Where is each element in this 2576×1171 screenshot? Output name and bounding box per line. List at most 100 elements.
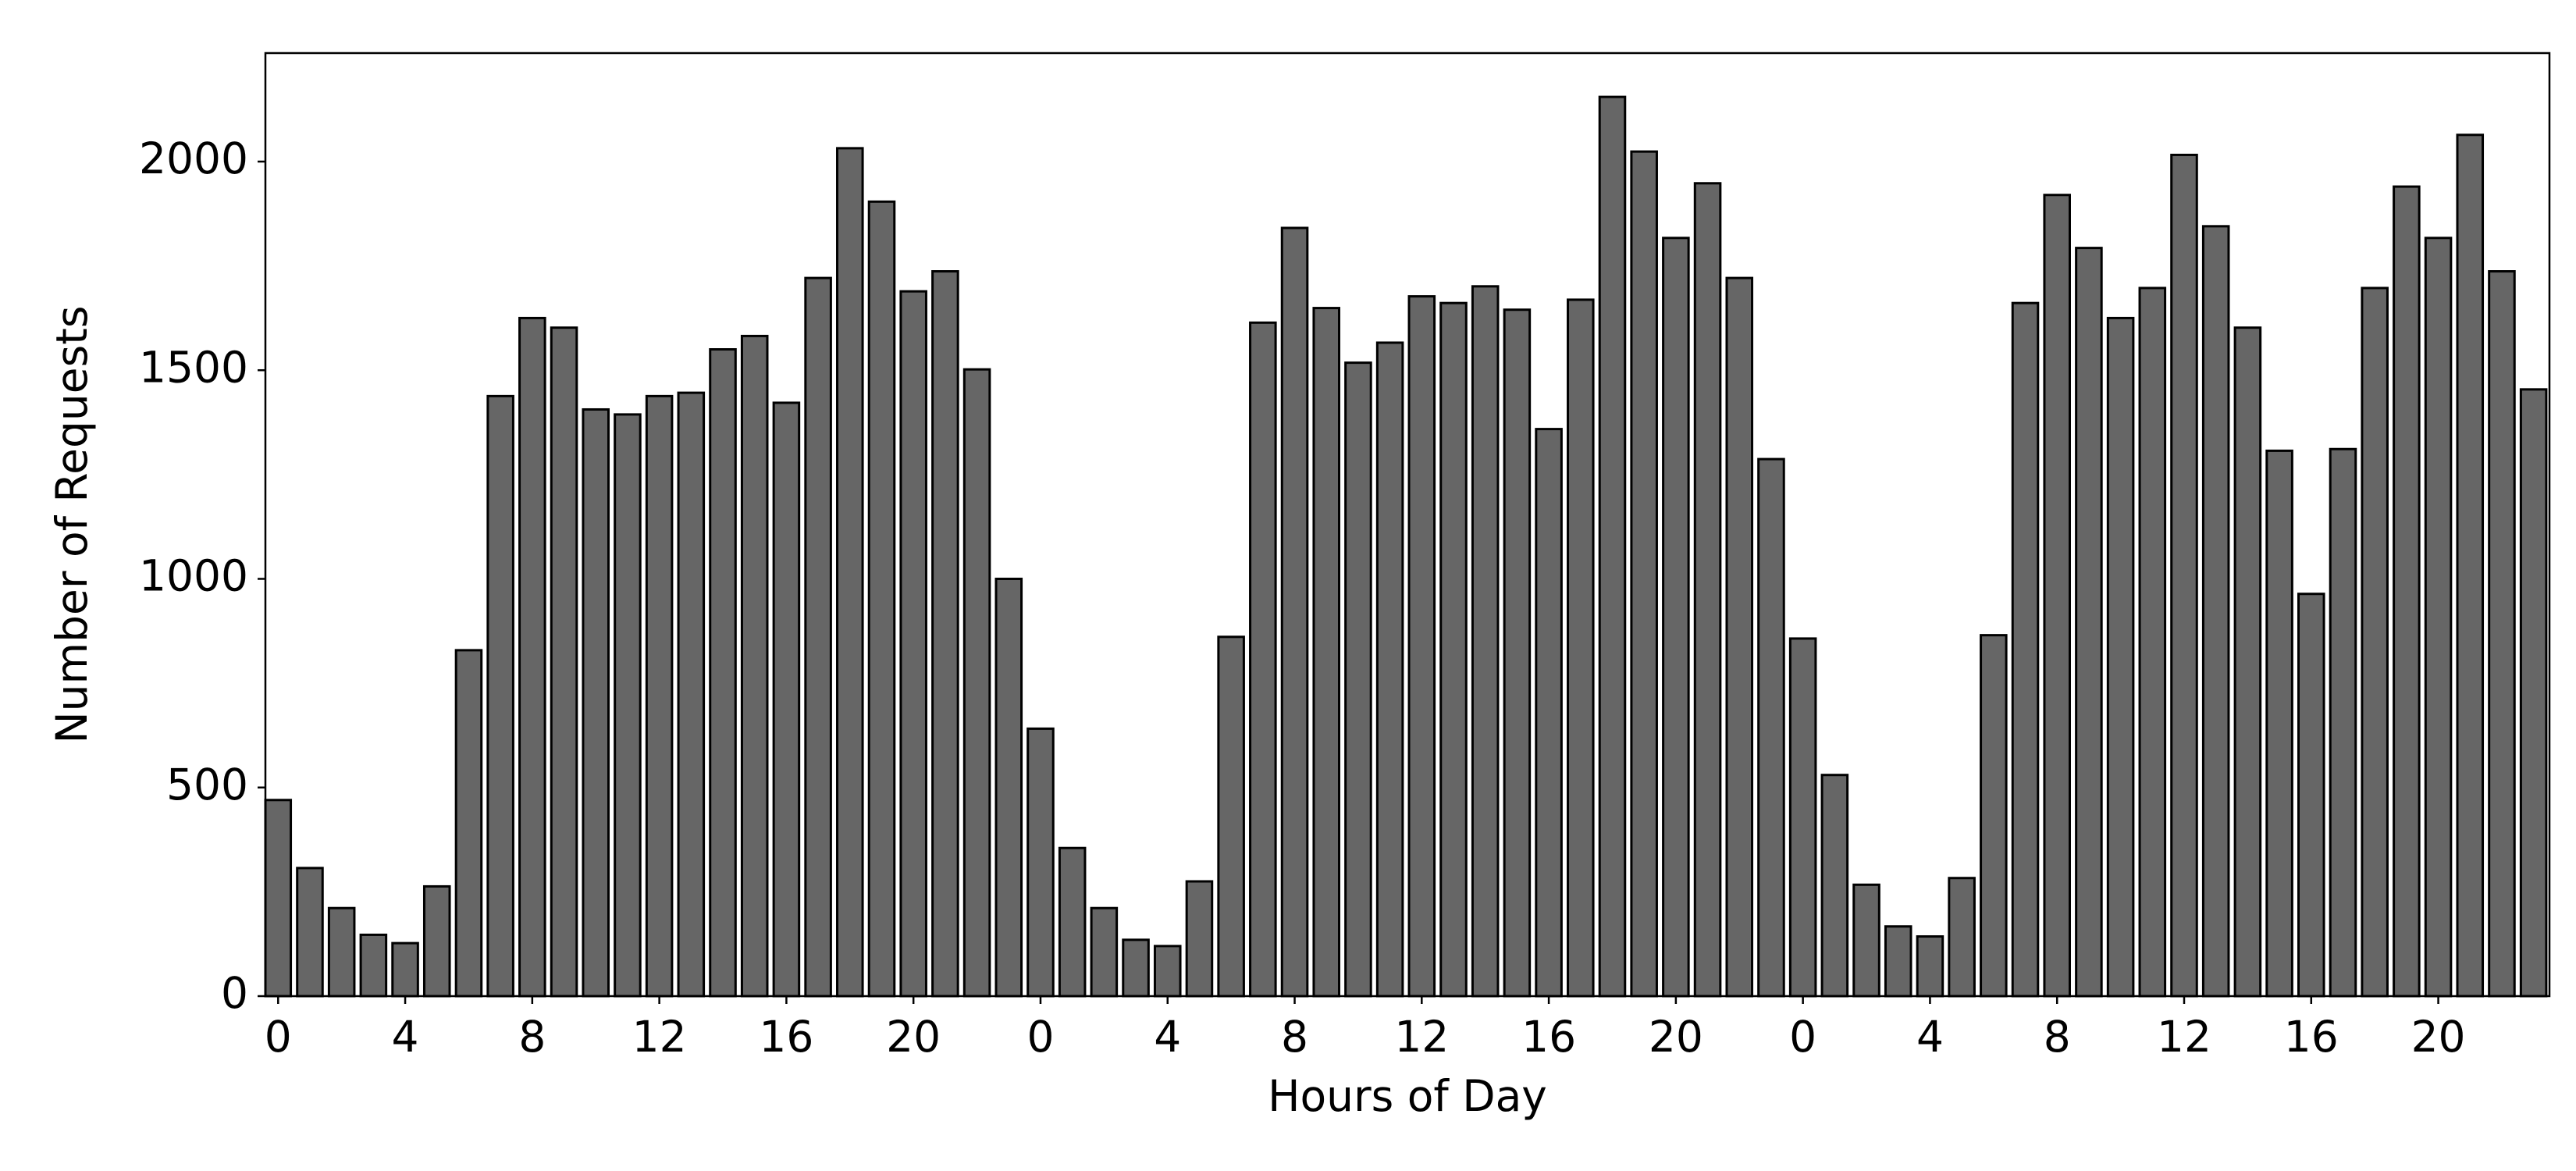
bar <box>1980 634 2008 998</box>
bar <box>1535 428 1563 998</box>
bar <box>2043 194 2071 998</box>
bar <box>2170 153 2198 998</box>
x-tick-label: 12 <box>632 1012 687 1062</box>
x-tick-label: 8 <box>518 1012 546 1062</box>
bar <box>1344 361 1372 998</box>
bar <box>931 270 959 998</box>
bar <box>2519 388 2548 998</box>
bar <box>1375 341 1404 998</box>
bar <box>2011 301 2040 998</box>
bar <box>1503 308 1532 998</box>
bar <box>359 933 388 998</box>
bar <box>1471 285 1500 998</box>
x-tick-label: 4 <box>1154 1012 1181 1062</box>
x-tick-label: 16 <box>2284 1012 2339 1062</box>
x-tick-label: 16 <box>1521 1012 1576 1062</box>
bar <box>867 200 896 998</box>
bar <box>264 799 293 998</box>
bar <box>899 290 927 998</box>
bar <box>1249 321 1277 998</box>
x-tick-label: 20 <box>886 1012 941 1062</box>
bar <box>740 334 769 998</box>
bar <box>2393 185 2421 998</box>
y-axis-label: Number of Requests <box>47 306 97 744</box>
bar <box>1407 295 1436 998</box>
bar <box>677 391 706 998</box>
bar <box>1217 635 1245 998</box>
bar <box>1026 727 1055 998</box>
bar <box>2075 247 2103 998</box>
y-tick-label: 0 <box>221 968 248 1018</box>
bar <box>645 394 674 998</box>
x-tick-label: 12 <box>2157 1012 2211 1062</box>
bar <box>1757 457 1785 998</box>
bar <box>2424 237 2453 998</box>
x-tick-label: 16 <box>759 1012 813 1062</box>
bar <box>1312 307 1341 998</box>
bar <box>1788 637 1817 998</box>
bar <box>962 368 991 998</box>
bar <box>1280 226 1309 998</box>
bar <box>836 147 864 998</box>
y-tick-label: 500 <box>166 760 248 810</box>
bar <box>422 884 451 998</box>
bar <box>582 408 610 998</box>
bar <box>1567 298 1595 998</box>
bar <box>1122 938 1150 998</box>
bar <box>1185 880 1214 998</box>
bar <box>1820 774 1849 998</box>
bar <box>454 649 483 998</box>
x-axis-label: Hours of Day <box>1268 1071 1547 1121</box>
bar <box>327 906 356 998</box>
bar <box>1948 877 1976 998</box>
bar <box>772 401 801 998</box>
bar <box>1153 945 1182 998</box>
bar <box>518 316 546 998</box>
bar <box>1598 95 1627 998</box>
y-tick-label: 1500 <box>139 342 248 392</box>
bar <box>296 867 324 998</box>
x-tick-label: 0 <box>1026 1012 1054 1062</box>
bar <box>2201 225 2230 998</box>
bar <box>2233 326 2262 998</box>
bar <box>709 348 737 998</box>
bar <box>1662 237 1690 998</box>
x-tick-label: 0 <box>1789 1012 1816 1062</box>
bar <box>1090 906 1119 998</box>
bar <box>1852 883 1880 998</box>
bar <box>1058 846 1087 998</box>
x-tick-label: 20 <box>2411 1012 2466 1062</box>
bar <box>2488 270 2516 998</box>
bar <box>2138 287 2167 998</box>
x-tick-label: 8 <box>2044 1012 2071 1062</box>
bar <box>2297 593 2325 998</box>
bar <box>2106 316 2135 998</box>
x-tick-label: 8 <box>1281 1012 1308 1062</box>
x-tick-label: 12 <box>1394 1012 1449 1062</box>
bar <box>2329 447 2357 998</box>
x-tick-label: 4 <box>392 1012 419 1062</box>
x-tick-label: 0 <box>265 1012 292 1062</box>
bar <box>1725 276 1754 998</box>
x-tick-label: 20 <box>1649 1012 1703 1062</box>
bar <box>2456 133 2485 998</box>
bar <box>486 394 514 998</box>
bar <box>994 577 1023 998</box>
y-tick-label: 1000 <box>139 551 248 601</box>
x-tick-label: 4 <box>1916 1012 1944 1062</box>
bar <box>614 413 642 998</box>
bar <box>391 941 419 998</box>
y-tick-label: 2000 <box>139 133 248 183</box>
bar <box>1884 925 1912 998</box>
bar <box>1916 935 1944 998</box>
bar <box>1630 150 1658 998</box>
bar <box>1693 182 1722 998</box>
bar <box>550 326 578 998</box>
bar <box>2265 449 2293 998</box>
bar <box>2361 287 2389 998</box>
bar <box>804 276 832 998</box>
plot-frame <box>264 52 2551 998</box>
bar <box>1439 301 1468 998</box>
